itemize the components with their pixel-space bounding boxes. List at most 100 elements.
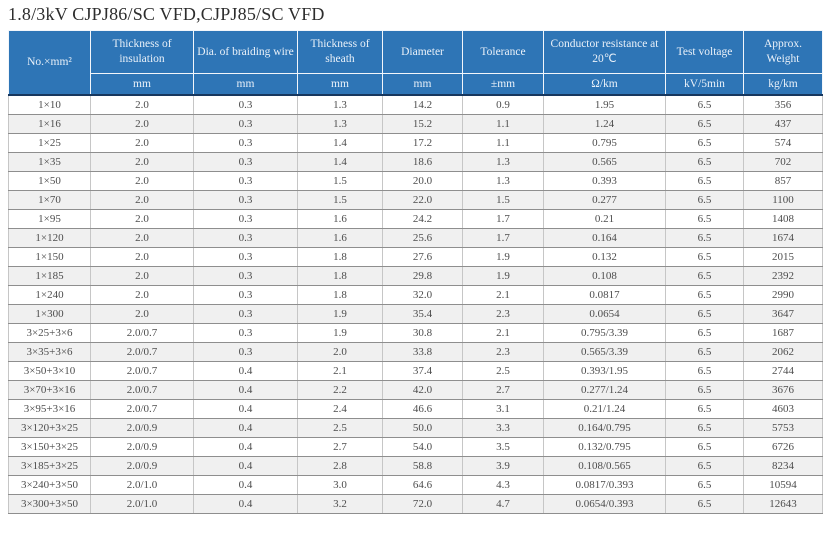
table-cell: 0.4 [193,418,298,438]
table-cell: 1.24 [543,114,666,134]
table-row: 3×25+3×6 2.0/0.7 0.3 1.9 30.8 2.1 0.795/3.39 6.… [8,323,823,343]
table-cell: 2062 [743,342,823,362]
table-row: 3×240+3×50 2.0/1.0 0.4 3.0 64.6 4.3 0.0817/0.3… [8,475,823,495]
table-cell: 2.0/0.7 [90,380,194,400]
table-cell: 2.1 [462,285,544,305]
table-cell: 6.5 [665,190,744,210]
table-cell: 0.3 [193,323,298,343]
table-cell: 6.5 [665,209,744,229]
table-cell: 2.0/0.9 [90,418,194,438]
table-cell: 2.0 [90,285,194,305]
table-cell: 3.1 [462,399,544,419]
table-cell: 3×185+3×25 [8,456,91,476]
table-cell: 6726 [743,437,823,457]
table-cell: 1.8 [297,266,383,286]
table-cell: 3.5 [462,437,544,457]
table-cell: 2.0 [90,152,194,172]
table-row: 1×50 2.0 0.3 1.5 20.0 1.3 0.393 6.5 857 [8,171,823,191]
col-header-size: No.×mm² [8,30,91,96]
table-cell: 1×25 [8,133,91,153]
table-cell: 1.5 [297,190,383,210]
table-cell: 42.0 [382,380,463,400]
table-cell: 2.1 [462,323,544,343]
table-cell: 2.3 [462,342,544,362]
table-cell: 6.5 [665,133,744,153]
col-header-braiding-wire-dia: Dia. of braiding wire [193,30,298,74]
table-cell: 15.2 [382,114,463,134]
table-header: No.×mm² Thickness of insulation Dia. of … [8,30,823,96]
table-cell: 574 [743,133,823,153]
table-cell: 6.5 [665,437,744,457]
table-row: 1×120 2.0 0.3 1.6 25.6 1.7 0.164 6.5 1674 [8,228,823,248]
table-cell: 2990 [743,285,823,305]
table-row: 1×95 2.0 0.3 1.6 24.2 1.7 0.21 6.5 1408 [8,209,823,229]
table-cell: 1.9 [297,304,383,324]
unit-conductor-resistance: Ω/km [543,73,666,96]
table-cell: 2.0 [90,133,194,153]
table-cell: 2.0 [90,228,194,248]
table-cell: 0.3 [193,304,298,324]
table-cell: 2.0/1.0 [90,475,194,495]
table-cell: 0.3 [193,228,298,248]
table-cell: 0.0817/0.393 [543,475,666,495]
table-cell: 4.7 [462,494,544,514]
table-cell: 0.277 [543,190,666,210]
table-cell: 37.4 [382,361,463,381]
table-cell: 14.2 [382,94,463,115]
header-unit-row: mm mm mm mm ±mm Ω/km kV/5min kg/km [9,73,823,96]
table-cell: 0.0817 [543,285,666,305]
table-cell: 1.9 [462,266,544,286]
table-cell: 2.1 [297,361,383,381]
table-row: 3×35+3×6 2.0/0.7 0.3 2.0 33.8 2.3 0.565/3.39 6.… [8,342,823,362]
table-cell: 17.2 [382,133,463,153]
table-row: 3×70+3×16 2.0/0.7 0.4 2.2 42.0 2.7 0.277/1.24 6… [8,380,823,400]
table-cell: 1.5 [297,171,383,191]
table-cell: 1.3 [462,152,544,172]
table-cell: 0.393 [543,171,666,191]
table-cell: 6.5 [665,152,744,172]
table-cell: 2.8 [297,456,383,476]
table-cell: 1.6 [297,209,383,229]
table-cell: 1674 [743,228,823,248]
table-cell: 0.3 [193,133,298,153]
unit-approx-weight: kg/km [743,73,823,96]
table-cell: 0.3 [193,114,298,134]
table-cell: 12643 [743,494,823,514]
table-cell: 1×35 [8,152,91,172]
table-row: 3×300+3×50 2.0/1.0 0.4 3.2 72.0 4.7 0.0654/0.3… [8,494,823,514]
col-header-sheath-thickness: Thickness of sheath [297,30,383,74]
table-cell: 0.9 [462,94,544,115]
table-cell: 0.795/3.39 [543,323,666,343]
table-cell: 6.5 [665,228,744,248]
table-cell: 6.5 [665,94,744,115]
unit-insulation-thickness: mm [90,73,194,96]
table-cell: 6.5 [665,494,744,514]
unit-diameter: mm [382,73,463,96]
table-cell: 27.6 [382,247,463,267]
table-cell: 6.5 [665,247,744,267]
table-cell: 3.0 [297,475,383,495]
table-cell: 1.9 [462,247,544,267]
table-cell: 0.3 [193,285,298,305]
table-cell: 1×300 [8,304,91,324]
table-cell: 3×240+3×50 [8,475,91,495]
table-cell: 2.5 [462,361,544,381]
table-row: 1×25 2.0 0.3 1.4 17.2 1.1 0.795 6.5 574 [8,133,823,153]
table-cell: 18.6 [382,152,463,172]
table-cell: 3×70+3×16 [8,380,91,400]
table-cell: 1.1 [462,133,544,153]
table-cell: 0.0654/0.393 [543,494,666,514]
table-cell: 64.6 [382,475,463,495]
table-cell: 0.3 [193,94,298,115]
table-cell: 0.108/0.565 [543,456,666,476]
table-cell: 1×16 [8,114,91,134]
table-cell: 0.132/0.795 [543,437,666,457]
table-row: 1×35 2.0 0.3 1.4 18.6 1.3 0.565 6.5 702 [8,152,823,172]
table-cell: 8234 [743,456,823,476]
table-cell: 3×120+3×25 [8,418,91,438]
table-cell: 3×50+3×10 [8,361,91,381]
table-cell: 0.565 [543,152,666,172]
table-cell: 1687 [743,323,823,343]
spec-table: No.×mm² Thickness of insulation Dia. of … [8,30,823,514]
table-cell: 1×50 [8,171,91,191]
